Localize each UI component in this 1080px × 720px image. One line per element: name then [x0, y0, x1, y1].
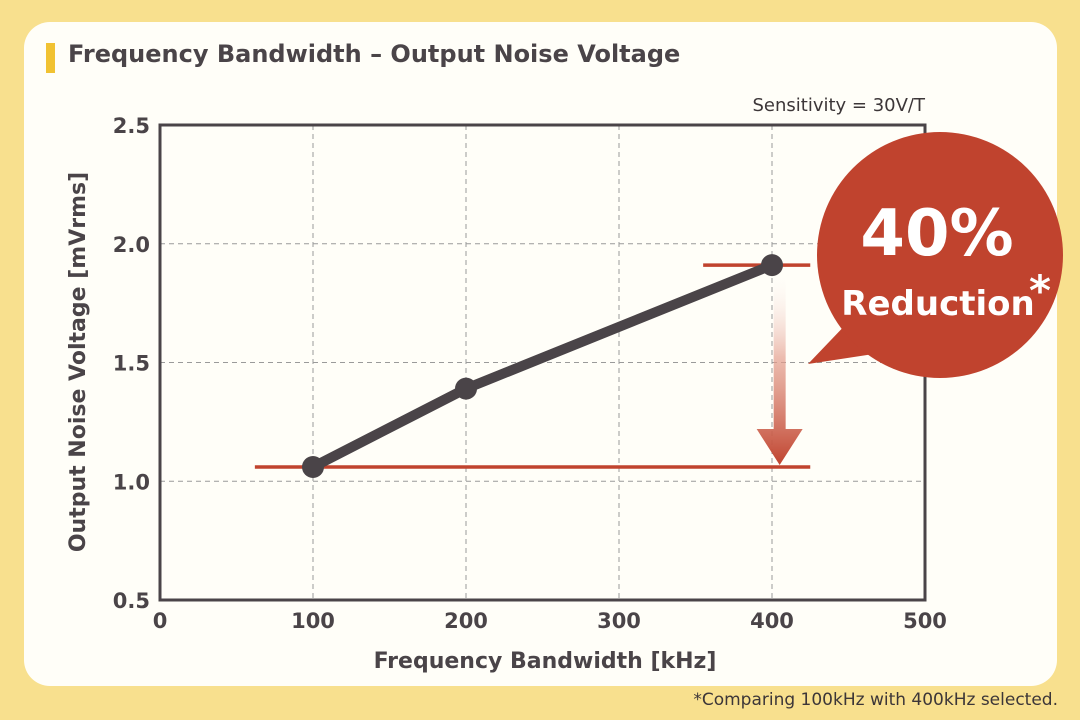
y-tick-label: 0.5	[113, 589, 150, 613]
series-line-1	[308, 260, 777, 472]
x-tick-label: 0	[153, 609, 168, 633]
y-tick-label: 2.0	[113, 233, 150, 257]
y-axis-label: Output Noise Voltage [mVrms]	[66, 172, 91, 552]
title-accent-bar	[46, 43, 55, 73]
y-tick-label: 1.5	[113, 352, 150, 376]
reference-layer	[254, 263, 811, 469]
y-tick-label: 2.5	[113, 114, 150, 138]
y-tick-label: 1.0	[113, 470, 150, 494]
callout-percent: 40%	[860, 197, 1013, 271]
data-point-400	[761, 254, 783, 277]
reduction-callout: 40% Reduction *	[808, 132, 1063, 378]
ticks-layer: 0 100 200 300 400 500 0.5 1.0 1.5 2.0 2.5	[113, 114, 947, 633]
callout-label: Reduction	[841, 284, 1034, 324]
x-tick-label: 400	[750, 609, 794, 633]
x-tick-label: 500	[903, 609, 947, 633]
x-tick-label: 200	[444, 609, 488, 633]
data-point-200	[455, 377, 477, 400]
footnote: *Comparing 100kHz with 400kHz selected.	[693, 690, 1058, 710]
series-layer	[302, 254, 783, 478]
x-tick-label: 300	[597, 609, 641, 633]
x-axis-label: Frequency Bandwidth [kHz]	[374, 649, 717, 674]
chart-title: Frequency Bandwidth – Output Noise Volta…	[68, 40, 681, 68]
x-tick-label: 100	[291, 609, 335, 633]
data-point-100	[302, 456, 324, 478]
callout-asterisk: *	[1029, 266, 1051, 315]
callout-circle	[817, 132, 1063, 378]
reduction-arrow	[756, 269, 803, 465]
sensitivity-note: Sensitivity = 30V/T	[752, 95, 926, 116]
